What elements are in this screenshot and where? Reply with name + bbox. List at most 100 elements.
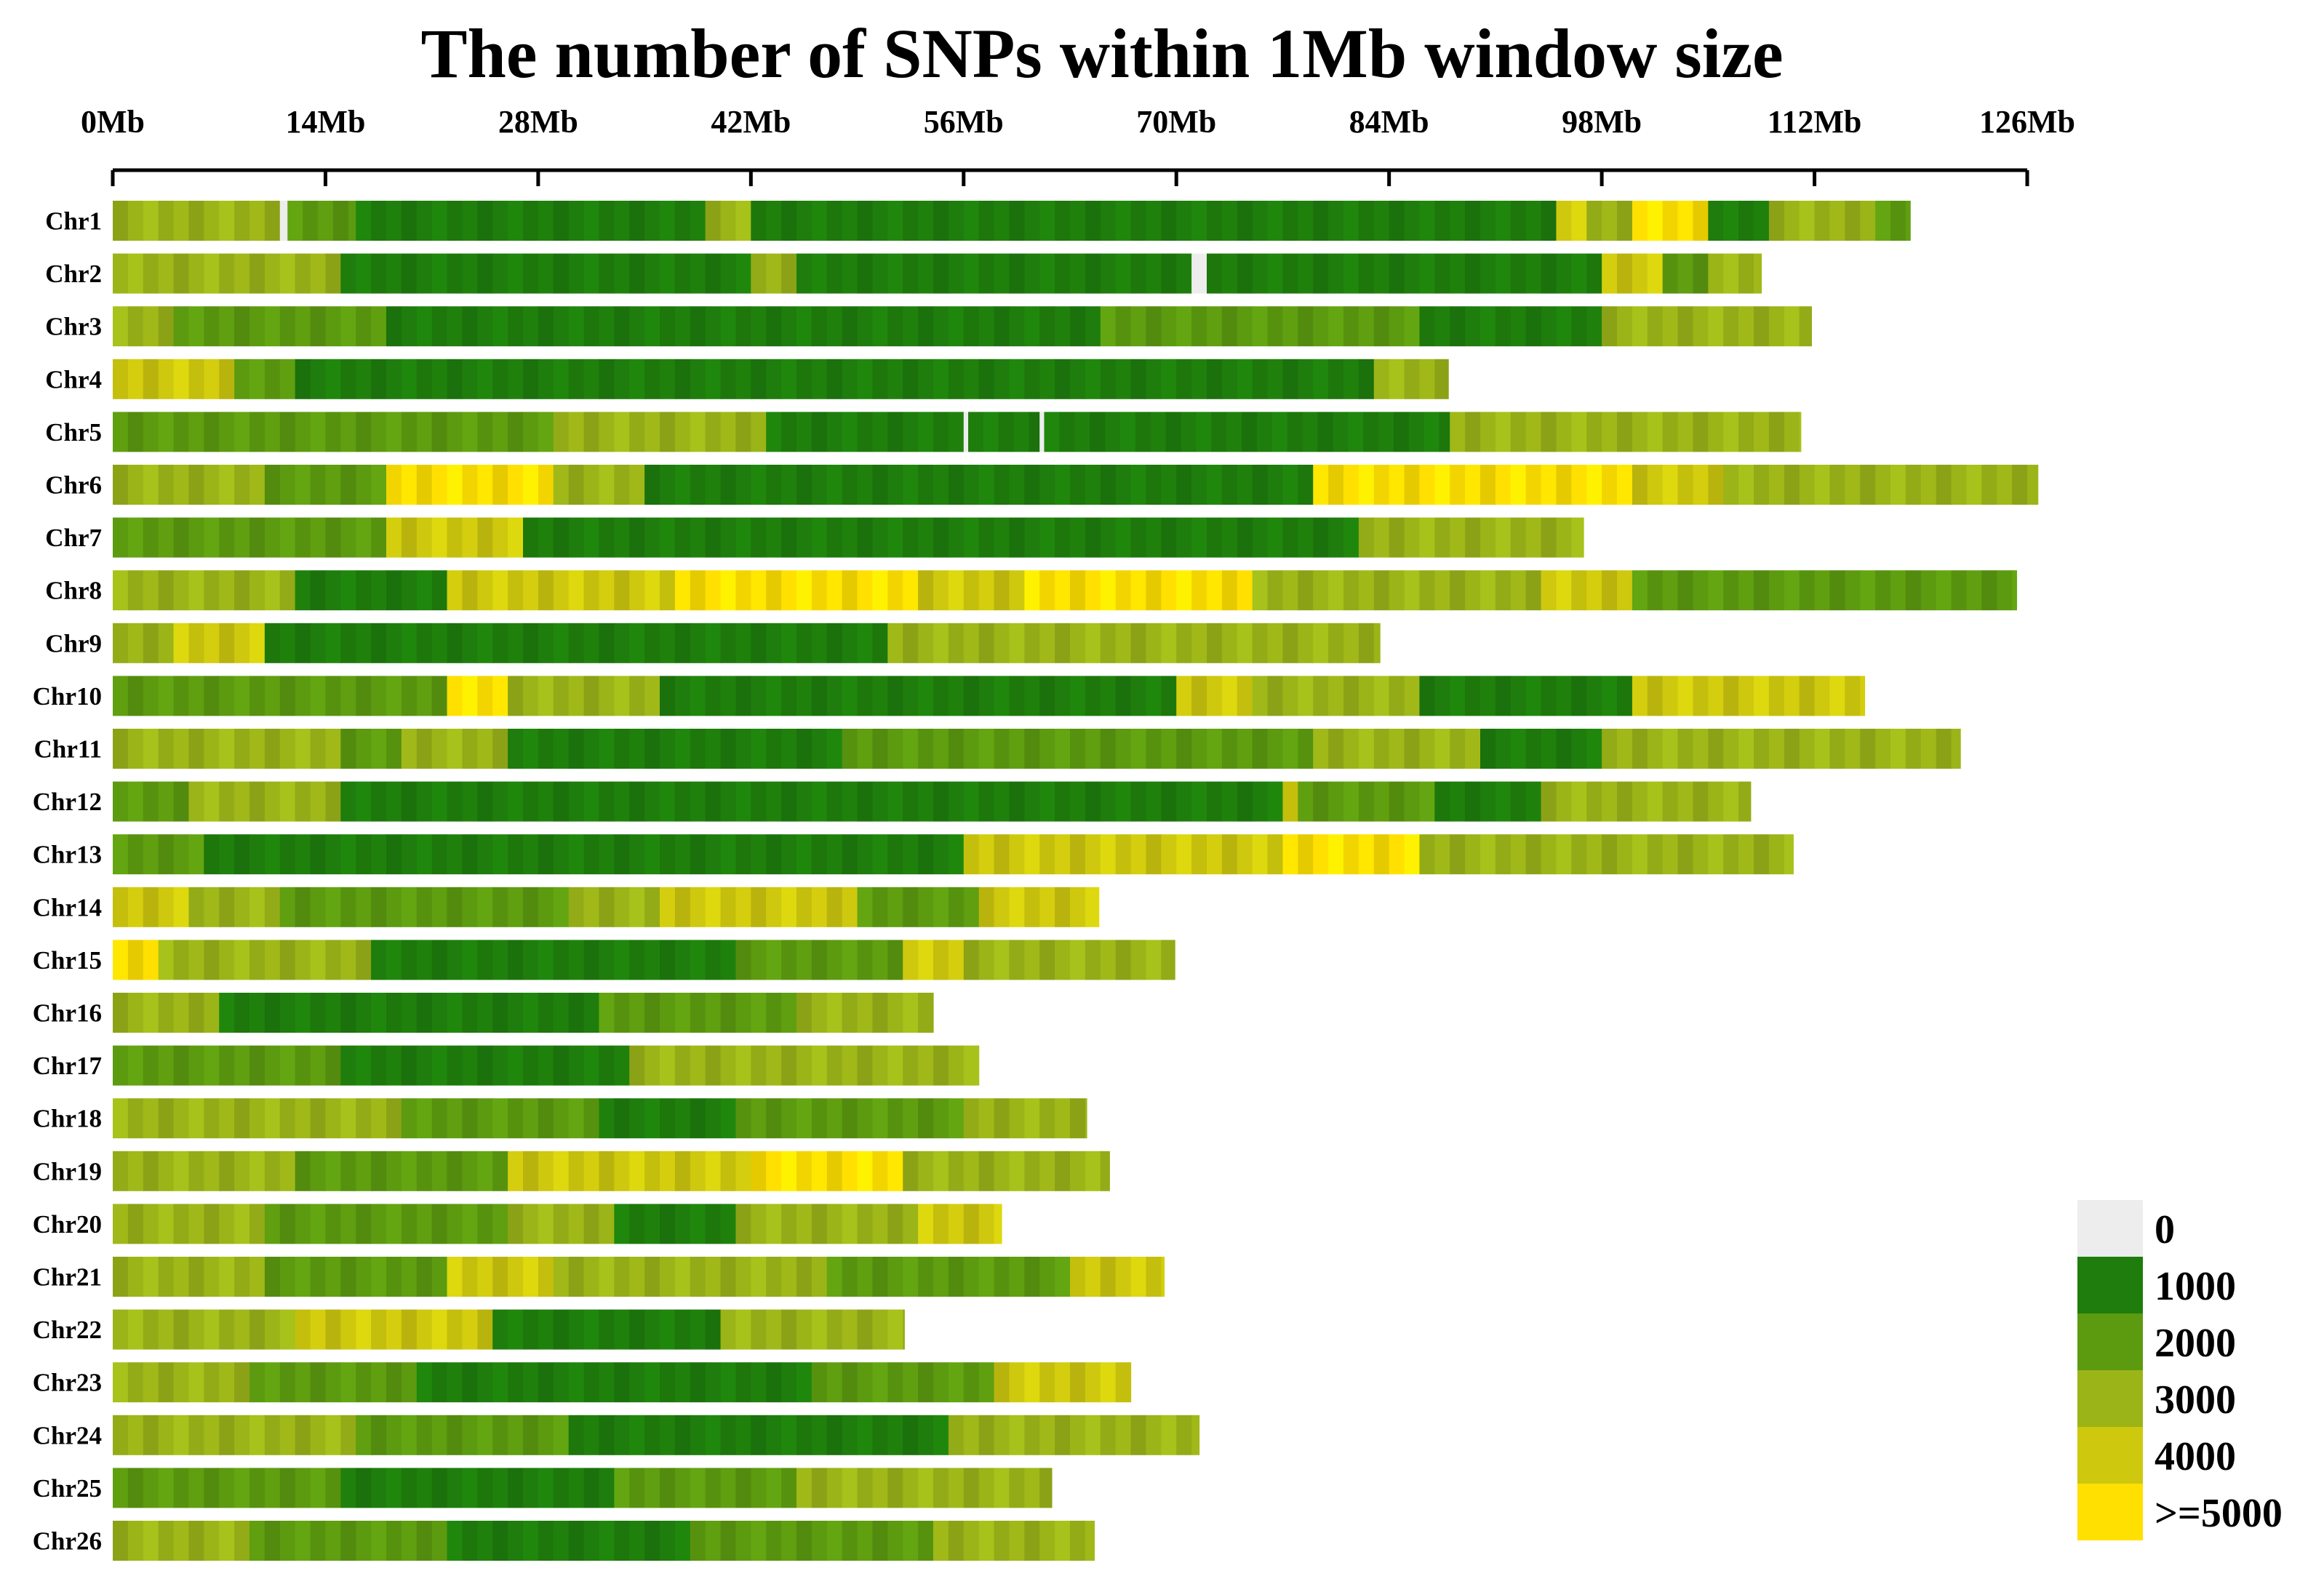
snp-density-window (1602, 570, 1618, 611)
snp-density-window (842, 1204, 858, 1244)
snp-density-window (903, 1309, 905, 1350)
snp-density-window (310, 1151, 327, 1191)
snp-density-window (857, 676, 874, 716)
snp-density-window (1647, 412, 1664, 452)
snp-density-window (508, 359, 524, 399)
snp-density-window (903, 1257, 919, 1297)
snp-density-window (1647, 201, 1664, 241)
snp-density-window (781, 1309, 797, 1350)
snp-density-window (781, 623, 797, 663)
snp-density-window (371, 412, 387, 452)
snp-density-window (1784, 676, 1800, 716)
snp-density-window (325, 1521, 341, 1561)
snp-density-window (1115, 1257, 1132, 1297)
snp-density-window (143, 1362, 159, 1403)
snp-density-window (583, 570, 600, 611)
snp-density-window (431, 1204, 448, 1244)
snp-density-window (644, 887, 660, 927)
snp-density-window (553, 887, 570, 927)
snp-density-window (113, 201, 129, 241)
snp-density-window (1085, 623, 1101, 663)
snp-density-window (583, 993, 600, 1033)
snp-density-window (553, 1309, 570, 1350)
snp-density-window (796, 834, 812, 875)
snp-density-window (508, 993, 524, 1033)
snp-density-window (477, 1468, 493, 1508)
snp-density-window (1754, 201, 1770, 241)
snp-density-window (508, 1257, 524, 1297)
snp-density-window (401, 1415, 418, 1455)
snp-density-window (295, 412, 311, 452)
snp-density-window (599, 1151, 615, 1191)
snp-density-window (1450, 676, 1466, 716)
chromosome-row: Chr13 (33, 834, 1794, 875)
snp-density-window (416, 1362, 433, 1403)
snp-density-window (1936, 729, 1952, 769)
snp-density-window (1465, 412, 1481, 452)
snp-density-window (644, 1045, 660, 1086)
snp-density-window (310, 781, 327, 822)
snp-density-window (1055, 1521, 1071, 1561)
snp-density-window (127, 201, 144, 241)
x-tick-label: 42Mb (711, 104, 791, 140)
snp-density-window (1024, 1098, 1040, 1139)
snp-density-window (583, 1362, 600, 1403)
snp-density-window (1252, 201, 1269, 241)
snp-density-window (1556, 781, 1572, 822)
snp-density-window (295, 623, 311, 663)
snp-density-window (1434, 253, 1450, 294)
snp-density-window (553, 306, 570, 347)
snp-density-window (568, 1415, 585, 1455)
snp-density-window (857, 887, 874, 927)
snp-density-window (1404, 517, 1421, 558)
snp-density-window (826, 623, 843, 663)
chromosome-label: Chr9 (45, 629, 102, 657)
snp-density-window (660, 465, 676, 505)
snp-density-window (1135, 412, 1151, 452)
snp-density-window (523, 887, 539, 927)
snp-density-window (1768, 570, 1785, 611)
snp-density-window (963, 1468, 980, 1508)
snp-density-window (826, 1309, 843, 1350)
snp-density-window (887, 1151, 903, 1191)
snp-density-window (1358, 834, 1375, 875)
snp-density-window (918, 1045, 934, 1086)
snp-density-window (386, 1098, 402, 1139)
snp-density-window (887, 1415, 903, 1455)
snp-density-window (401, 993, 418, 1033)
snp-density-window (1510, 570, 1527, 611)
snp-density-window (872, 570, 888, 611)
snp-density-window (1130, 1415, 1147, 1455)
snp-density-window (887, 623, 903, 663)
snp-density-window (204, 412, 220, 452)
snp-density-window (1343, 729, 1359, 769)
snp-density-window (264, 1257, 281, 1297)
snp-density-window (127, 993, 144, 1033)
chromosome-row: Chr25 (33, 1468, 1053, 1508)
snp-density-window (127, 306, 144, 347)
snp-density-window (1100, 781, 1117, 822)
snp-density-window (249, 359, 265, 399)
snp-density-window (568, 1362, 585, 1403)
snp-density-window (1723, 253, 1739, 294)
snp-density-window (963, 940, 980, 980)
snp-density-window (1434, 729, 1450, 769)
snp-density-window (386, 201, 402, 241)
snp-density-window (720, 1098, 737, 1139)
snp-density-window (204, 1362, 220, 1403)
snp-density-window (340, 1362, 356, 1403)
snp-density-window (325, 359, 341, 399)
snp-density-window (903, 412, 919, 452)
snp-density-window (264, 676, 281, 716)
x-tick-label: 0Mb (81, 104, 145, 140)
snp-density-window (386, 1521, 402, 1561)
snp-density-window (340, 1204, 356, 1244)
snp-density-window (219, 1362, 235, 1403)
snp-density-window (371, 1204, 387, 1244)
snp-density-window (660, 1521, 676, 1561)
snp-density-window (249, 1468, 265, 1508)
snp-density-window (933, 676, 949, 716)
snp-density-window (1070, 1415, 1086, 1455)
snp-density-window (1510, 834, 1527, 875)
